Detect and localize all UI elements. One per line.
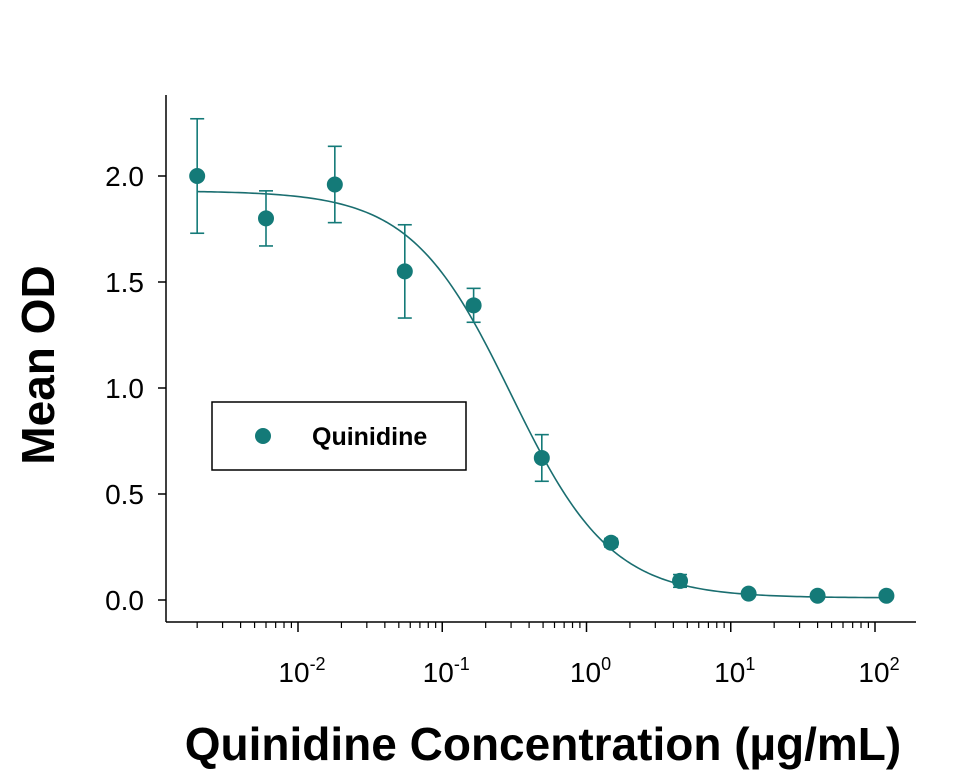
- legend: Quinidine: [211, 401, 467, 471]
- legend-box: [211, 401, 467, 471]
- legend-label: Quinidine: [312, 423, 427, 451]
- data-point: [396, 263, 413, 280]
- x-tick-label: 101: [714, 654, 755, 688]
- data-point: [809, 587, 826, 604]
- legend-marker: [255, 428, 271, 444]
- data-point: [189, 168, 206, 184]
- y-axis-title: Mean OD: [12, 265, 64, 464]
- y-tick-label: 2.0: [105, 161, 144, 192]
- data-point: [672, 572, 689, 589]
- x-axis-title: Quinidine Concentration (µg/mL): [185, 718, 901, 770]
- data-point: [257, 210, 274, 227]
- data-point: [878, 587, 895, 604]
- x-tick-label: 100: [570, 654, 611, 688]
- data-point: [603, 534, 620, 551]
- data-points-layer: [189, 117, 895, 604]
- y-tick-label: 0.5: [105, 479, 144, 510]
- data-point: [533, 449, 550, 466]
- data-point: [740, 585, 757, 602]
- x-tick-label: 10-2: [278, 654, 325, 688]
- x-tick-label: 10-1: [423, 654, 470, 688]
- data-point: [326, 176, 343, 193]
- y-tick-label: 1.0: [105, 373, 144, 404]
- fit-curve: [197, 190, 887, 599]
- x-tick-label: 102: [858, 654, 899, 688]
- y-tick-label: 0.0: [105, 585, 144, 616]
- data-point: [465, 297, 482, 314]
- y-tick-label: 1.5: [105, 267, 144, 298]
- fit-curve-layer: [197, 190, 887, 599]
- axes: 0.0 0.5 1.0 1.5 2.0 10-2 10-1 100 101 102: [105, 95, 916, 688]
